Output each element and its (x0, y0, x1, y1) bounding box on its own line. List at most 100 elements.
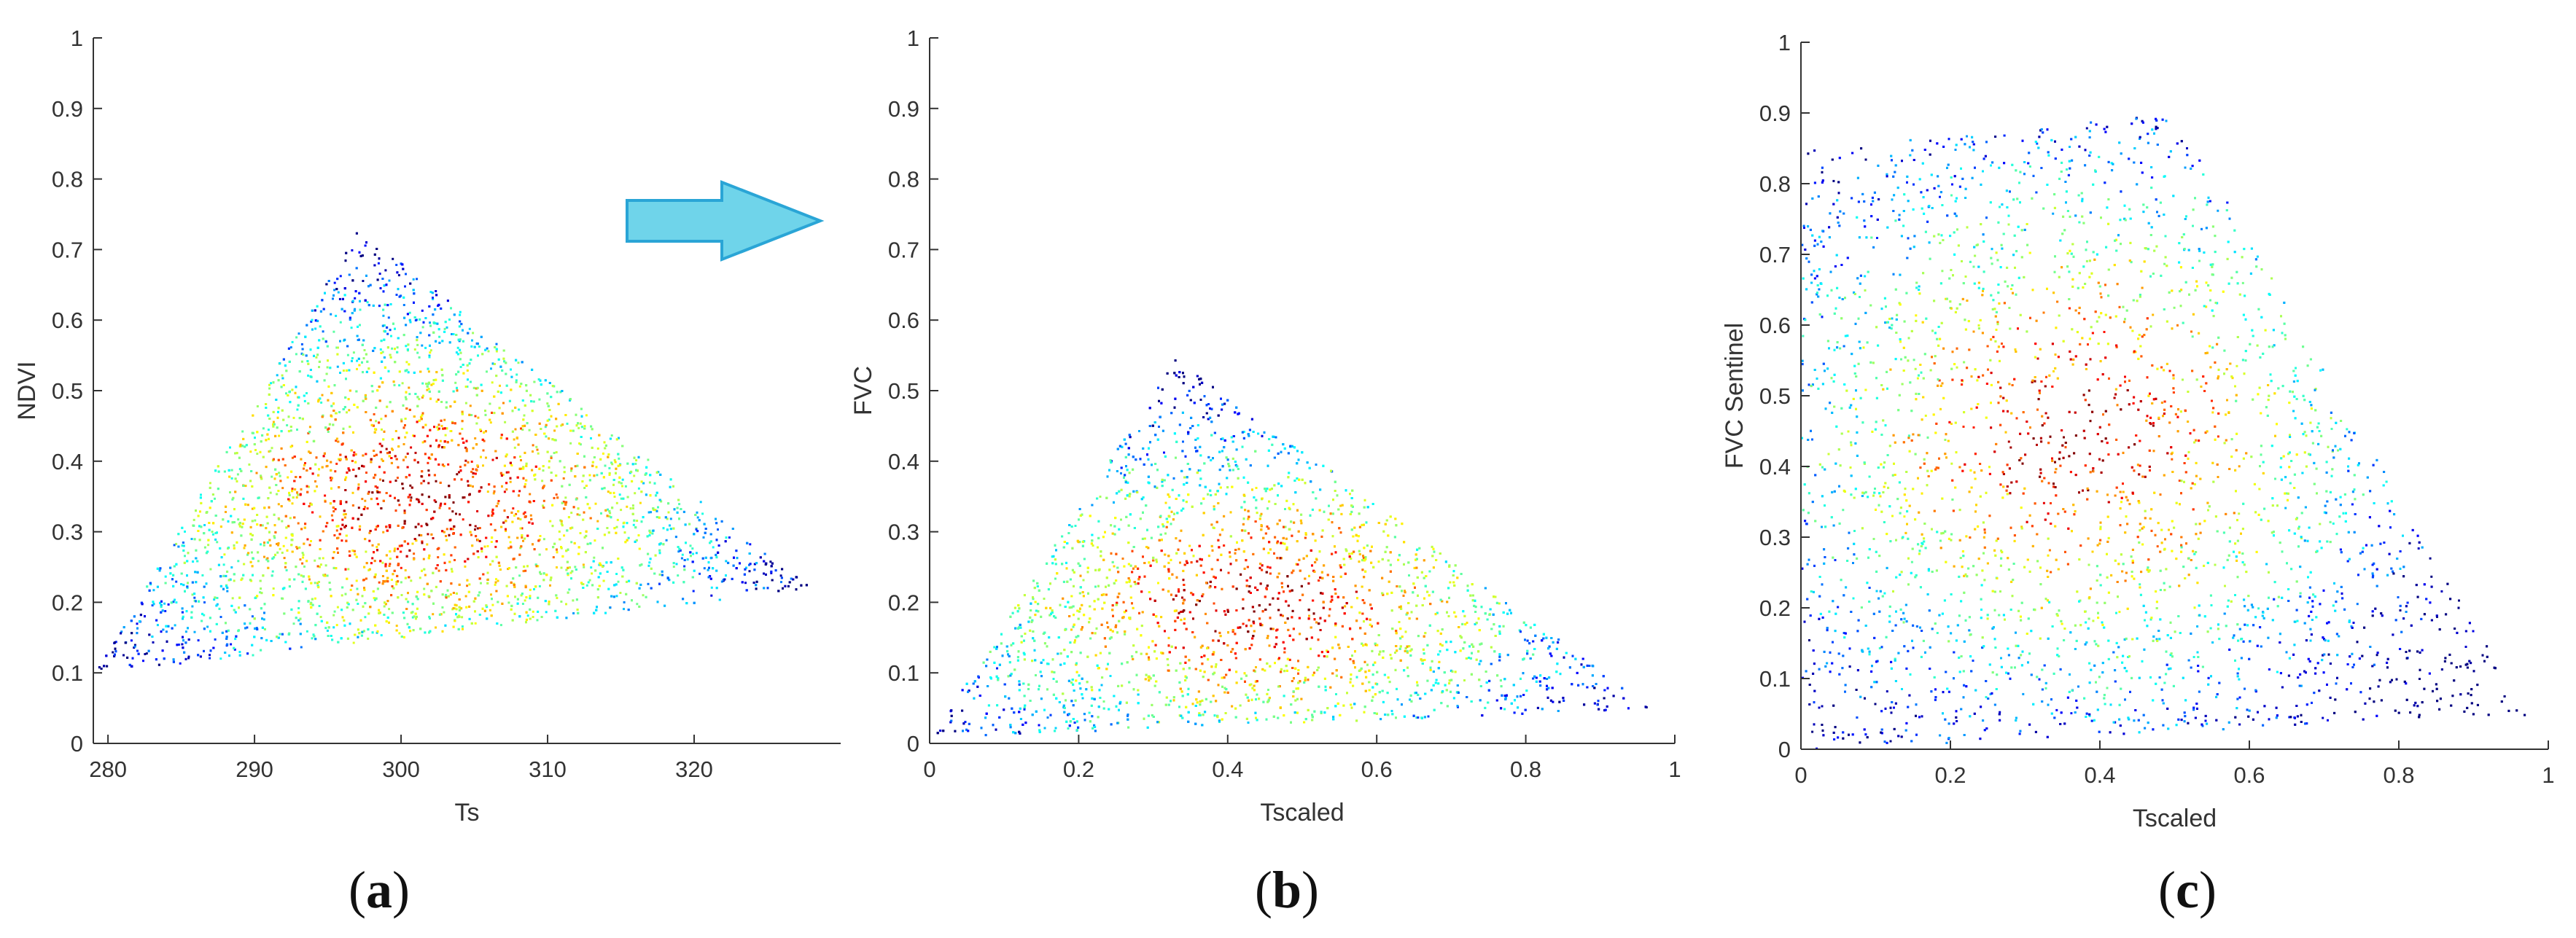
data-point (595, 466, 598, 469)
data-point (381, 278, 384, 280)
data-point (563, 471, 566, 474)
data-point (298, 546, 301, 549)
data-point (276, 551, 279, 554)
data-point (197, 639, 200, 642)
data-point (464, 446, 467, 449)
data-point (483, 439, 486, 442)
data-point (468, 413, 471, 416)
data-point (345, 458, 348, 461)
data-point (631, 463, 634, 466)
data-point (256, 523, 259, 526)
data-point (181, 544, 184, 547)
data-point (420, 418, 423, 421)
data-point (266, 541, 269, 544)
data-point (389, 329, 392, 332)
data-point (727, 561, 730, 564)
data-point (363, 349, 366, 351)
data-point (265, 407, 268, 409)
data-point (311, 511, 314, 514)
data-point (610, 561, 612, 564)
data-point (261, 617, 263, 620)
data-point (577, 546, 580, 549)
data-point (720, 520, 723, 523)
data-point (366, 360, 369, 363)
data-point (164, 575, 167, 578)
data-point (174, 598, 176, 601)
data-point (537, 565, 540, 568)
data-point (677, 546, 680, 548)
data-point (483, 609, 486, 612)
data-point (392, 380, 395, 383)
data-point (299, 493, 302, 496)
data-point (301, 580, 304, 583)
data-point (324, 494, 327, 497)
data-point (432, 383, 435, 386)
data-point (472, 485, 474, 488)
data-point (548, 437, 550, 440)
data-point (444, 496, 447, 499)
data-point (448, 341, 451, 344)
data-point (599, 458, 602, 461)
data-point (162, 628, 165, 631)
data-point (551, 504, 554, 507)
data-point (303, 467, 305, 470)
data-point (542, 579, 545, 582)
data-point (284, 536, 287, 539)
data-point (672, 562, 675, 565)
data-point (443, 553, 445, 556)
data-point (281, 633, 284, 636)
data-point (335, 437, 338, 440)
data-point (451, 333, 454, 335)
data-point (640, 491, 643, 493)
data-point (327, 385, 330, 388)
data-point (205, 552, 208, 555)
data-point (401, 526, 404, 529)
data-point (430, 517, 433, 520)
data-point (276, 426, 279, 429)
data-point (463, 496, 466, 499)
data-point (443, 327, 446, 330)
data-point (392, 573, 394, 576)
data-point (623, 531, 626, 534)
data-point (459, 348, 462, 351)
data-point (186, 587, 189, 590)
data-point (402, 458, 405, 461)
data-point (493, 485, 496, 488)
data-point (413, 552, 416, 555)
data-point (191, 581, 194, 584)
data-point (262, 427, 265, 430)
data-point (327, 635, 330, 637)
data-point (317, 399, 320, 402)
data-point (361, 595, 364, 598)
data-point (330, 514, 333, 517)
data-point (152, 589, 155, 592)
data-point (515, 566, 518, 569)
data-point (529, 608, 532, 611)
data-point (273, 556, 276, 559)
data-point (542, 485, 545, 487)
data-point (195, 549, 198, 552)
data-point (464, 402, 467, 404)
data-point (254, 437, 256, 439)
data-point (522, 570, 525, 573)
data-point (551, 385, 554, 388)
data-point (356, 335, 359, 337)
data-point (537, 610, 540, 613)
data-point (777, 590, 780, 593)
data-point (381, 575, 384, 577)
data-point (689, 544, 692, 547)
data-point (582, 518, 585, 521)
data-point (341, 443, 343, 446)
data-point (576, 464, 579, 467)
data-point (322, 330, 324, 333)
data-point (291, 388, 294, 391)
data-point (361, 361, 363, 364)
data-point (418, 501, 421, 504)
data-point (524, 404, 526, 407)
data-point (444, 624, 447, 627)
data-point (364, 394, 367, 396)
data-point (615, 573, 618, 575)
data-point (502, 357, 505, 360)
data-point (353, 451, 356, 454)
data-point (357, 593, 359, 595)
